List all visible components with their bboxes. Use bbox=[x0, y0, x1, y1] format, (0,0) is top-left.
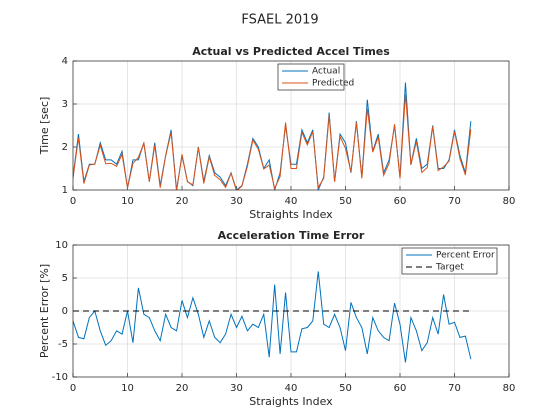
axes: 0 10 20 30 40 50 60 70 80 1 2 3 4 Actual vs Predicted… bbox=[38, 45, 515, 221]
axes: 0 10 20 30 40 50 60 70 80 -10 -5 0 5 10 Acceleration T… bbox=[38, 229, 515, 408]
legend-label: Predicted bbox=[312, 79, 354, 89]
axes-box bbox=[72, 60, 510, 191]
y-axis-label: Percent Error [%] bbox=[38, 264, 51, 358]
x-tick-label: 80 bbox=[503, 196, 516, 207]
y-tick-label: 2 bbox=[62, 142, 68, 153]
x-tick-label: 60 bbox=[394, 196, 407, 207]
y-tick-label: -5 bbox=[58, 339, 68, 350]
x-tick-label: 30 bbox=[230, 196, 243, 207]
legend-box bbox=[277, 63, 345, 91]
data-line bbox=[73, 94, 472, 190]
y-tick-label: -10 bbox=[52, 372, 68, 383]
legend-label: Actual bbox=[312, 67, 340, 77]
legend: Actual Predicted bbox=[277, 63, 354, 91]
legend-label: Percent Error bbox=[436, 251, 495, 261]
legend-box bbox=[401, 247, 498, 275]
x-tick-label: 0 bbox=[70, 196, 76, 207]
x-tick-label: 10 bbox=[121, 383, 134, 394]
figure-title: FSAEL 2019 bbox=[241, 13, 318, 28]
x-tick-label: 0 bbox=[70, 383, 76, 394]
x-tick-label: 50 bbox=[339, 383, 352, 394]
y-axis-label: Time [sec] bbox=[38, 97, 51, 156]
y-tick-label: 5 bbox=[62, 273, 68, 284]
x-tick-label: 50 bbox=[339, 196, 352, 207]
y-tick-label: 0 bbox=[62, 306, 68, 317]
data-line bbox=[73, 271, 472, 363]
x-axis-label: Straights Index bbox=[249, 208, 333, 221]
x-tick-label: 80 bbox=[503, 383, 516, 394]
y-tick-label: 4 bbox=[62, 56, 68, 67]
x-tick-label: 40 bbox=[285, 383, 298, 394]
y-tick-label: 3 bbox=[62, 99, 68, 110]
axes-box bbox=[72, 244, 510, 378]
x-tick-label: 20 bbox=[176, 383, 189, 394]
x-tick-label: 20 bbox=[176, 196, 189, 207]
x-axis-label: Straights Index bbox=[249, 395, 333, 408]
x-tick-label: 60 bbox=[394, 383, 407, 394]
axes-title: Acceleration Time Error bbox=[218, 229, 365, 242]
x-tick-label: 10 bbox=[121, 196, 134, 207]
y-tick-label: 1 bbox=[62, 185, 68, 196]
x-tick-label: 70 bbox=[448, 383, 461, 394]
y-tick-label: 10 bbox=[55, 240, 68, 251]
x-tick-label: 30 bbox=[230, 383, 243, 394]
axes-title: Actual vs Predicted Accel Times bbox=[192, 45, 390, 58]
x-tick-label: 40 bbox=[285, 196, 298, 207]
legend-label: Target bbox=[435, 263, 464, 273]
x-tick-label: 70 bbox=[448, 196, 461, 207]
legend: Percent Error Target bbox=[401, 247, 498, 275]
